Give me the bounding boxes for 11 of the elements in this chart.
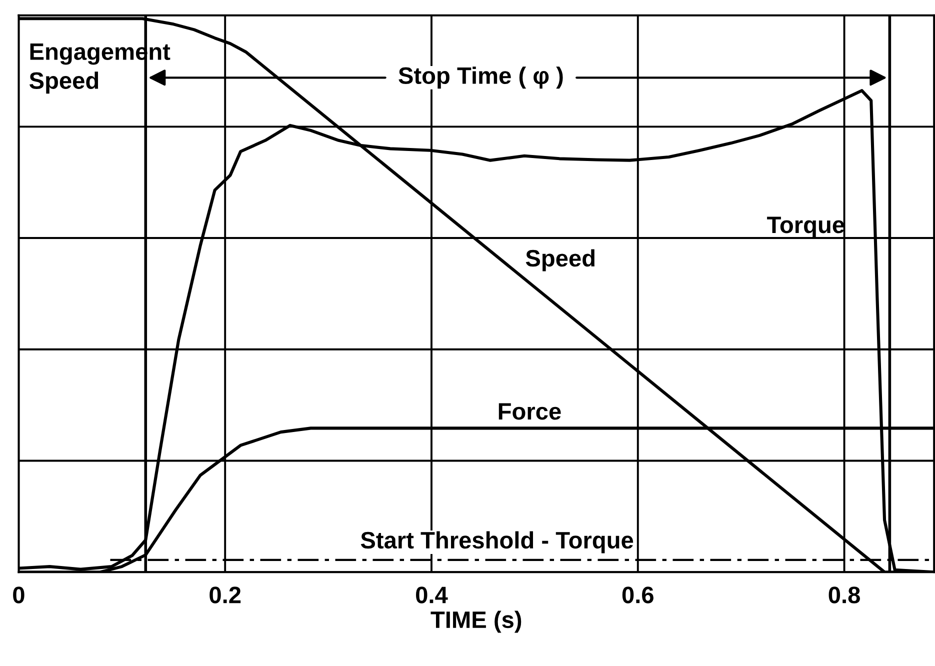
x-tick-label: 0 xyxy=(13,586,24,604)
x-tick-label: 0.8 xyxy=(828,586,860,604)
annotation: Torque xyxy=(767,216,844,238)
annotation: Stop Time ( φ ) xyxy=(398,66,563,89)
x-tick-label: 0.2 xyxy=(210,586,241,604)
x-tick-label: 0.4 xyxy=(416,586,448,604)
annotation: Speed xyxy=(526,249,594,272)
x-axis-title: TIME (s) xyxy=(430,610,522,633)
annotation: Force xyxy=(498,403,561,420)
x-tick-label: 0.6 xyxy=(622,586,654,604)
ref-line-label: Start Threshold - Torque xyxy=(360,531,634,554)
